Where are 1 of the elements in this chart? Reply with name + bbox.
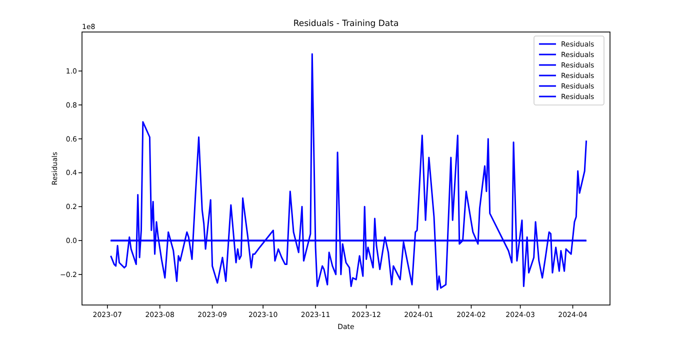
chart-title: Residuals - Training Data	[293, 19, 399, 29]
